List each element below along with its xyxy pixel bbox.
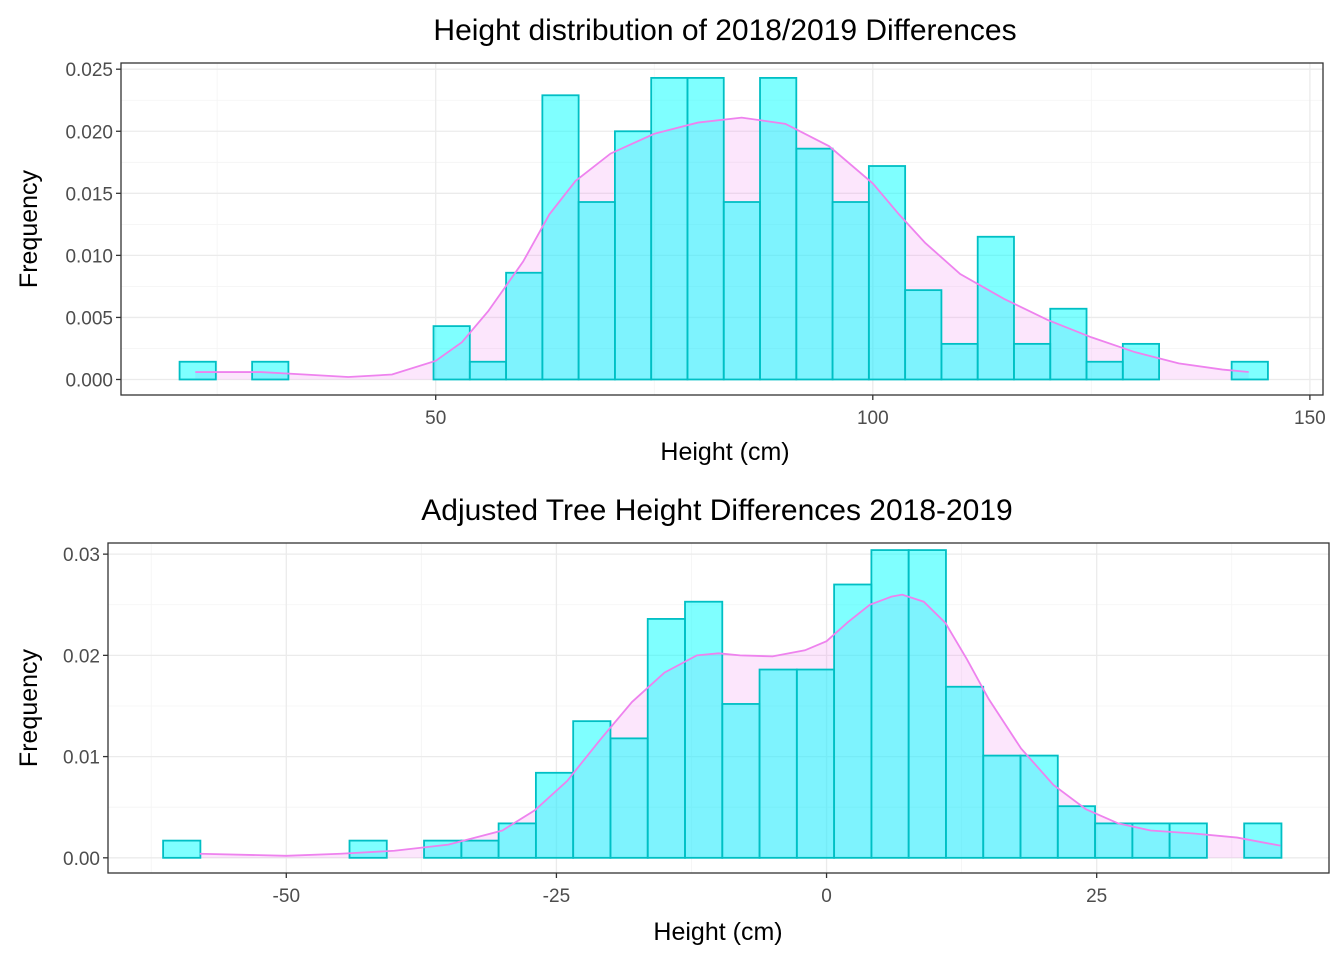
- histogram-bar: [646, 618, 686, 859]
- histogram-bar: [1085, 360, 1124, 381]
- x-axis-title: Height (cm): [653, 918, 782, 946]
- histogram-bar: [982, 754, 1022, 859]
- x-axis-ticks: 50 100 150: [425, 395, 1326, 429]
- x-axis-ticks: -50 -25 0 25: [273, 873, 1107, 907]
- histogram-bar: [758, 668, 798, 859]
- histogram-bar: [577, 201, 616, 381]
- x-tick-label: 150: [1294, 408, 1326, 429]
- y-axis-ticks: 0.000 0.005 0.010 0.015 0.020 0.025: [65, 60, 121, 391]
- y-tick-label: 0.02: [63, 646, 100, 667]
- histogram-bar: [1049, 307, 1088, 381]
- x-tick-label: -50: [273, 886, 300, 907]
- histogram-bar: [1168, 822, 1208, 859]
- y-tick-label: 0.005: [65, 308, 113, 329]
- y-axis-title: Frequency: [15, 169, 43, 288]
- x-tick-label: 0: [821, 886, 832, 907]
- histogram-bar: [907, 549, 947, 859]
- histogram-bar: [572, 720, 612, 859]
- histogram-bar: [162, 839, 202, 859]
- y-tick-label: 0.020: [65, 122, 113, 143]
- y-axis-ticks: 0.00 0.01 0.02 0.03: [63, 545, 108, 870]
- y-tick-label: 0.010: [65, 246, 113, 267]
- x-tick-label: -25: [543, 886, 570, 907]
- histogram-bar: [541, 94, 580, 381]
- y-tick-label: 0.015: [65, 184, 113, 205]
- histogram-bar: [468, 360, 507, 381]
- histogram-bar: [904, 289, 943, 381]
- y-tick-label: 0.00: [63, 849, 100, 870]
- height-distribution-chart: Height distribution of 2018/2019 Differe…: [15, 14, 1326, 466]
- y-tick-label: 0.01: [63, 748, 100, 769]
- x-tick-label: 25: [1086, 886, 1107, 907]
- chart-title: Adjusted Tree Height Differences 2018-20…: [421, 494, 1013, 527]
- histogram-bar: [1094, 822, 1134, 859]
- density-line: [199, 593, 1281, 857]
- panel-border: [107, 542, 1330, 874]
- histogram-bar: [795, 147, 834, 381]
- histogram-bars: [178, 76, 1269, 381]
- panel-border: [120, 62, 1324, 396]
- histogram-bar: [614, 130, 653, 381]
- density-curve: [199, 593, 1281, 857]
- histogram-bar: [684, 600, 724, 859]
- x-axis-title: Height (cm): [660, 438, 789, 466]
- histogram-bar: [686, 76, 725, 381]
- histogram-bar: [795, 668, 836, 859]
- histogram-bar: [759, 76, 798, 381]
- histogram-bar: [460, 839, 500, 859]
- histogram-bar: [976, 235, 1015, 381]
- y-tick-label: 0.025: [65, 60, 113, 81]
- histogram-bar: [251, 360, 290, 381]
- x-tick-label: 50: [425, 408, 446, 429]
- histogram-bar: [940, 342, 979, 381]
- histogram-bar: [831, 201, 870, 381]
- y-tick-label: 0.000: [65, 370, 113, 391]
- y-axis-title: Frequency: [15, 648, 43, 767]
- x-tick-label: 100: [857, 408, 889, 429]
- histogram-bar: [505, 271, 544, 381]
- histogram-bar: [534, 771, 575, 859]
- density-line: [195, 116, 1249, 378]
- histogram-bar: [609, 737, 649, 859]
- histogram-bar: [1056, 805, 1096, 859]
- histogram-bar: [1013, 342, 1052, 381]
- histogram-bar: [867, 165, 907, 381]
- adjusted-height-differences-chart: Adjusted Tree Height Differences 2018-20…: [15, 494, 1330, 946]
- histogram-bar: [1019, 754, 1059, 859]
- chart-title: Height distribution of 2018/2019 Differe…: [433, 14, 1016, 47]
- histogram-bars: [162, 549, 1283, 859]
- histogram-bar: [722, 201, 761, 381]
- density-curve: [195, 116, 1249, 378]
- histogram-bar: [432, 325, 471, 381]
- histogram-bar: [178, 360, 217, 381]
- histogram-bar: [833, 583, 873, 859]
- histogram-bar: [721, 703, 761, 859]
- histogram-bar: [945, 685, 985, 859]
- histogram-bar: [650, 76, 689, 381]
- histogram-bar: [348, 839, 388, 859]
- y-tick-label: 0.03: [63, 545, 100, 566]
